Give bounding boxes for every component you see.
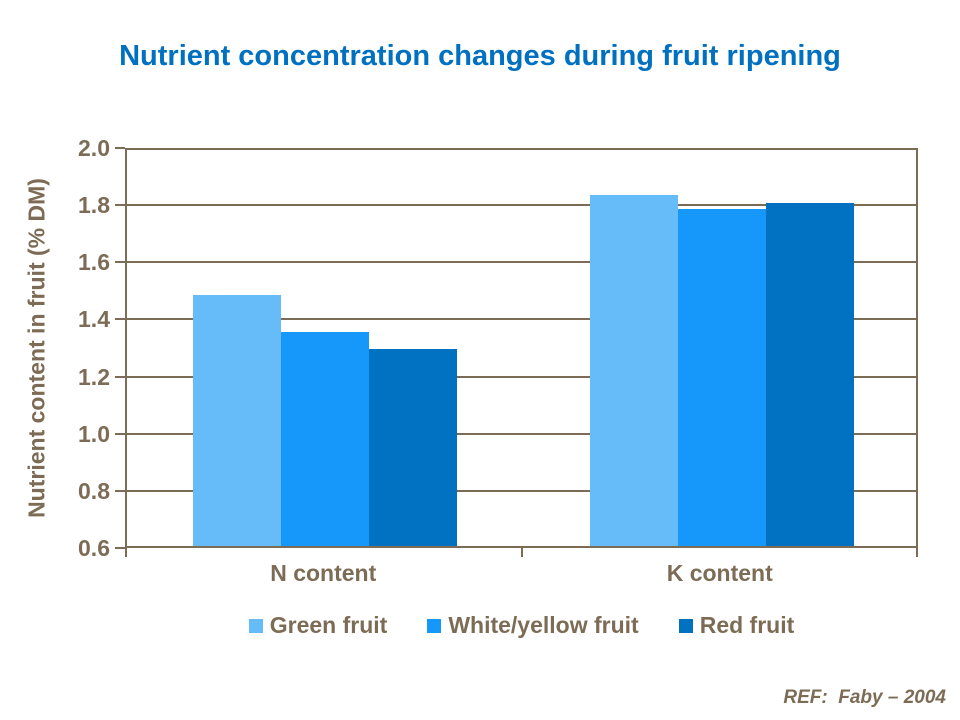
x-tick-mark — [916, 548, 918, 557]
legend-label-red-fruit: Red fruit — [699, 612, 795, 638]
gridline-1.0 — [127, 432, 916, 435]
bar-white-yellow-fruit-n-content — [281, 331, 370, 546]
x-category-label-k-content: K content — [666, 560, 773, 586]
gridline-1.4 — [127, 318, 916, 321]
legend-item-red-fruit: Red fruit — [678, 612, 795, 639]
gridline-1.8 — [127, 204, 916, 207]
bar-white-yellow-fruit-k-content — [677, 208, 766, 546]
gridline-1.2 — [127, 375, 916, 378]
x-tick-mark — [125, 548, 127, 557]
y-tick-mark — [115, 547, 125, 549]
y-tick-label-0.8: 0.8 — [78, 477, 110, 504]
y-tick-label-2.0: 2.0 — [78, 135, 110, 161]
bar-green-fruit-k-content — [589, 194, 678, 546]
legend-label-white-yellow-fruit: White/yellow fruit — [448, 612, 639, 638]
y-tick-mark — [115, 375, 125, 378]
x-category-label-n-content: N content — [270, 560, 377, 586]
y-tick-mark — [115, 432, 125, 435]
legend-item-green-fruit: Green fruit — [248, 612, 388, 639]
legend-item-white-yellow-fruit: White/yellow fruit — [427, 612, 639, 639]
legend-swatch-white-yellow-fruit — [427, 618, 442, 633]
legend-swatch-green-fruit — [248, 618, 263, 633]
y-axis-title: Nutrient content in fruit (% DM) — [23, 178, 50, 518]
legend: Green fruit White/yellow fruit Red fruit — [125, 612, 918, 639]
y-tick-label-1.8: 1.8 — [78, 192, 110, 219]
x-tick-mark — [520, 548, 523, 557]
y-tick-label-1.2: 1.2 — [78, 363, 110, 390]
plot-area — [125, 148, 918, 548]
y-tick-mark — [115, 147, 125, 149]
gridline-2.0 — [127, 148, 916, 150]
y-tick-mark — [115, 318, 125, 321]
y-tick-label-1.4: 1.4 — [78, 306, 110, 333]
y-tick-label-1.6: 1.6 — [78, 249, 110, 276]
legend-swatch-red-fruit — [678, 618, 693, 633]
gridline-1.6 — [127, 261, 916, 264]
y-tick-label-0.6: 0.6 — [78, 535, 110, 561]
gridline-0.8 — [127, 489, 916, 492]
y-tick-mark — [115, 261, 125, 264]
y-tick-mark — [115, 489, 125, 492]
reference-note: REF: Faby – 2004 — [783, 687, 946, 708]
bar-green-fruit-n-content — [193, 294, 282, 546]
bar-red-fruit-n-content — [369, 348, 458, 546]
bar-red-fruit-k-content — [765, 203, 854, 546]
y-tick-label-1.0: 1.0 — [78, 420, 110, 447]
y-tick-mark — [115, 204, 125, 207]
chart-title: Nutrient concentration changes during fr… — [119, 40, 841, 72]
legend-label-green-fruit: Green fruit — [269, 612, 388, 638]
